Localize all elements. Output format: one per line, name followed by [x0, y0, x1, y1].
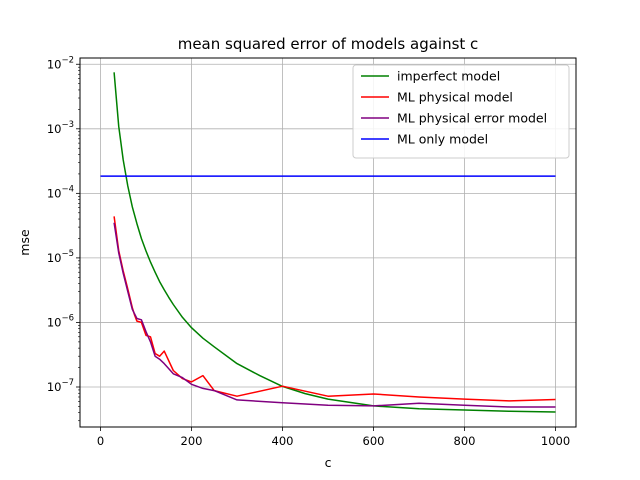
x-tick-label: 1000: [541, 434, 570, 448]
legend-label: ML physical model: [397, 90, 513, 105]
chart-title: mean squared error of models against c: [178, 35, 479, 53]
x-tick-label: 600: [363, 434, 385, 448]
legend: imperfect model ML physical model ML physi…: [353, 65, 569, 158]
y-axis-label: mse: [17, 229, 32, 256]
x-tick-label: 0: [97, 434, 104, 448]
x-tick-label: 800: [454, 434, 476, 448]
x-tick-label: 400: [272, 434, 294, 448]
legend-label: ML physical error model: [397, 111, 547, 126]
x-axis-label: c: [325, 455, 332, 470]
x-tick-label: 200: [181, 434, 203, 448]
legend-label: ML only model: [397, 132, 488, 147]
legend-label: imperfect model: [397, 69, 500, 84]
